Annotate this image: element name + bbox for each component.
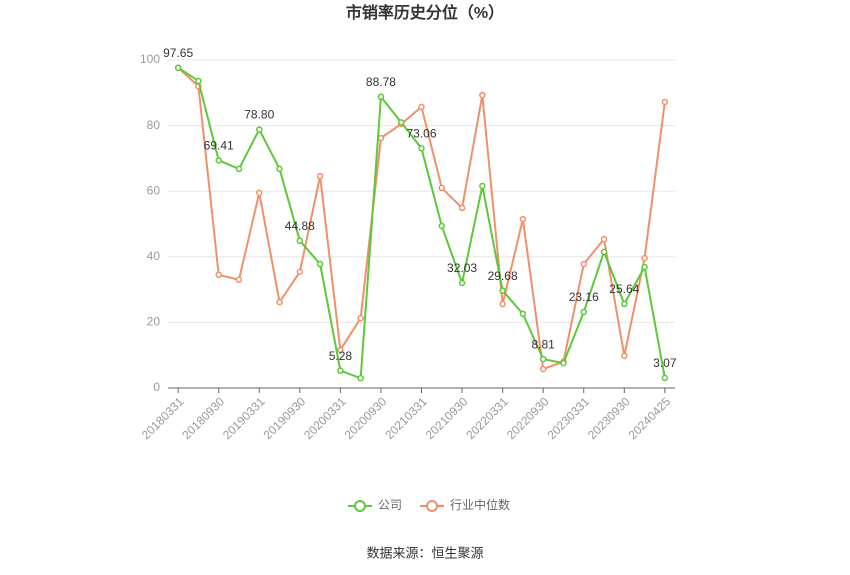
point	[519, 310, 527, 318]
data-label: 97.65	[163, 46, 193, 60]
point	[357, 374, 364, 382]
y-tick-label: 60	[147, 183, 161, 197]
data-label: 25.64	[609, 282, 639, 296]
y-tick-label: 100	[140, 52, 160, 66]
point	[418, 103, 425, 111]
legend-marker	[354, 500, 366, 512]
x-tick-label: 20230331	[544, 394, 592, 442]
point	[580, 308, 587, 316]
point	[519, 215, 527, 223]
x-tick-label: 20210331	[382, 394, 430, 442]
point	[539, 365, 547, 373]
legend-label: 行业中位数	[450, 497, 510, 512]
point	[458, 204, 466, 212]
point	[418, 145, 425, 152]
x-tick-label: 20200930	[342, 394, 390, 442]
data-label: 32.03	[447, 261, 477, 275]
y-tick-label: 80	[147, 118, 161, 132]
data-label: 5.28	[329, 349, 353, 363]
point	[479, 182, 486, 190]
data-label: 23.16	[569, 290, 599, 304]
y-tick-label: 0	[153, 380, 160, 394]
point	[641, 254, 648, 262]
point	[600, 235, 608, 243]
x-tick-label: 20200331	[301, 394, 349, 442]
x-tick-label: 20210930	[423, 394, 471, 442]
point	[661, 98, 669, 106]
legend-marker	[426, 500, 439, 512]
point	[174, 64, 182, 71]
point	[438, 184, 446, 192]
point	[256, 126, 263, 133]
data-label: 73.06	[406, 127, 436, 141]
point	[316, 260, 324, 268]
point	[276, 165, 283, 173]
point	[661, 374, 669, 382]
point	[256, 189, 263, 197]
point	[621, 352, 628, 360]
data-label: 8.81	[532, 337, 556, 351]
point	[438, 222, 446, 230]
point	[215, 271, 222, 279]
point	[397, 119, 405, 126]
point	[539, 355, 547, 363]
point	[195, 77, 202, 85]
point	[458, 279, 466, 287]
point	[560, 359, 567, 367]
point	[641, 263, 648, 271]
x-tick-label: 20240425	[626, 394, 674, 442]
point	[296, 237, 304, 245]
y-tick-label: 40	[147, 249, 161, 263]
point	[276, 298, 283, 306]
data-label: 88.78	[366, 75, 396, 89]
data-label: 78.80	[244, 108, 274, 122]
point	[479, 91, 486, 99]
x-tick-label: 20180331	[139, 394, 187, 442]
point	[621, 300, 628, 308]
point	[377, 93, 385, 101]
point	[499, 287, 506, 294]
point	[580, 260, 587, 268]
point	[499, 300, 506, 308]
x-tick-label: 20220331	[463, 394, 511, 442]
y-tick-label: 20	[147, 315, 161, 329]
point	[296, 268, 304, 276]
source: 数据来源：恒生聚源	[366, 545, 483, 560]
point	[235, 165, 243, 173]
data-label: 69.41	[204, 139, 234, 153]
point	[215, 157, 222, 164]
data-label: 44.88	[285, 219, 315, 233]
x-tick-label: 20180930	[179, 394, 227, 442]
x-tick-label: 20230930	[585, 394, 633, 442]
point	[357, 314, 364, 322]
data-label: 29.68	[488, 269, 518, 283]
point	[235, 276, 243, 284]
point	[377, 134, 385, 142]
data-label: 3.07	[653, 356, 677, 370]
chart-title: 市销率历史分位（%）	[346, 3, 504, 22]
legend-label: 公司	[378, 498, 402, 512]
point	[600, 248, 608, 256]
point	[316, 172, 324, 180]
x-tick-label: 20220930	[504, 394, 552, 442]
x-tick-label: 20190930	[261, 394, 309, 442]
x-tick-label: 20190331	[220, 394, 268, 442]
point	[337, 346, 344, 354]
point	[337, 367, 344, 374]
